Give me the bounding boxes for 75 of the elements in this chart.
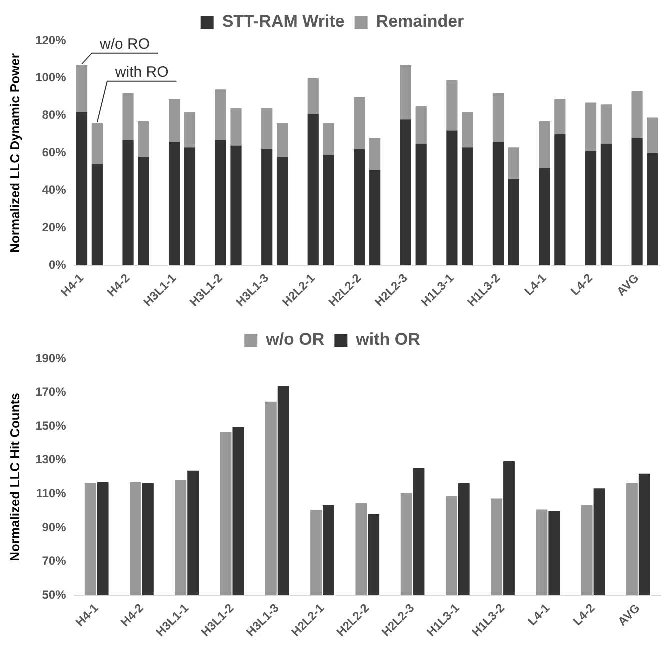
y-tick-label: 20% <box>42 220 67 234</box>
bar <box>492 93 504 142</box>
bar <box>632 92 643 138</box>
bar <box>122 140 134 266</box>
bar <box>554 134 566 266</box>
y-tick-label: 90% <box>42 520 67 534</box>
bar <box>354 97 366 150</box>
bar <box>92 123 103 164</box>
bar <box>215 90 226 140</box>
annotation: with RO <box>114 64 169 82</box>
bar <box>76 65 88 112</box>
y-tick-label: 130% <box>36 452 67 467</box>
legend-label: with OR <box>355 330 420 350</box>
bar <box>400 65 412 120</box>
legend-label: Remainder <box>376 12 465 32</box>
bar <box>554 99 566 135</box>
bar <box>76 112 88 266</box>
bar <box>416 144 427 266</box>
bar <box>508 179 520 266</box>
y-tick-label: 0% <box>48 258 67 272</box>
y-tick-label: 80% <box>42 108 67 122</box>
bar <box>308 78 319 114</box>
y-tick-label: 60% <box>42 146 67 160</box>
bar <box>585 151 597 266</box>
bar <box>92 164 103 266</box>
bar <box>416 106 427 144</box>
bar <box>184 112 196 148</box>
y-tick-label: 70% <box>42 554 67 568</box>
bar <box>462 112 474 148</box>
y-axis-title: Normalized LLC Dynamic Power <box>7 54 22 253</box>
bar <box>600 144 612 266</box>
y-tick-label: 150% <box>36 418 67 433</box>
y-tick-label: 110% <box>36 486 67 500</box>
y-tick-label: 40% <box>42 182 67 197</box>
bar <box>276 123 288 158</box>
legend-label: w/o OR <box>265 330 325 350</box>
bar <box>215 140 226 266</box>
bar <box>462 148 474 266</box>
y-tick-label: 100% <box>36 70 67 85</box>
bar <box>585 102 597 152</box>
bar <box>138 121 150 158</box>
bar <box>508 148 520 180</box>
bar <box>446 80 458 131</box>
bar <box>169 99 180 142</box>
bar <box>370 170 381 266</box>
legend-label: STT-RAM Write <box>222 12 345 32</box>
bar <box>230 108 242 146</box>
bar <box>323 155 334 266</box>
bar <box>276 157 288 266</box>
bar <box>446 130 458 266</box>
bar <box>323 123 334 156</box>
bar <box>122 93 134 140</box>
bar <box>370 138 381 170</box>
bar <box>184 148 196 266</box>
bar <box>138 157 150 266</box>
bar <box>647 118 658 154</box>
y-tick-label: 120% <box>36 33 67 48</box>
annotation: w/o RO <box>99 36 150 53</box>
bar <box>230 146 242 266</box>
y-tick-label: 190% <box>36 351 67 366</box>
bar <box>400 120 412 266</box>
bar <box>354 150 366 266</box>
y-tick-label: 50% <box>42 588 67 602</box>
bar <box>539 168 550 266</box>
bar <box>169 142 180 266</box>
bar <box>492 142 504 266</box>
bar <box>647 153 658 266</box>
bar <box>262 150 273 266</box>
y-tick-label: 170% <box>36 385 67 400</box>
bar <box>308 114 319 266</box>
bar <box>539 121 550 168</box>
bar <box>262 108 273 150</box>
bar <box>600 104 612 144</box>
bar <box>632 138 643 266</box>
y-axis-title: Normalized LLC Hit Counts <box>7 393 22 562</box>
